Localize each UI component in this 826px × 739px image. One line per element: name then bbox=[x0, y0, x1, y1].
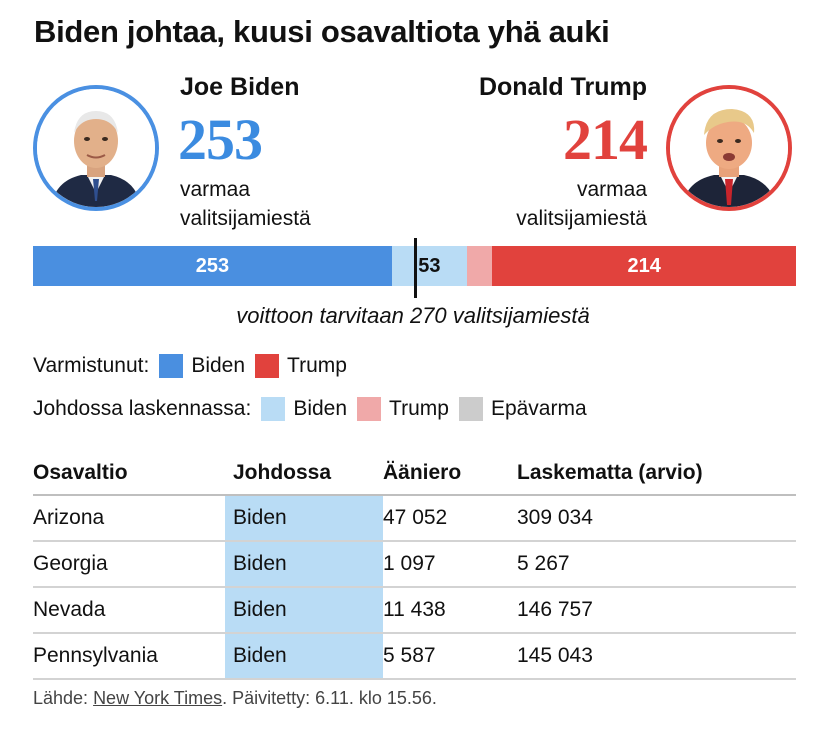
table-row: Nevada Biden 11 438 146 757 bbox=[33, 587, 796, 634]
legend-item-trump-confirmed: Trump bbox=[287, 354, 347, 377]
column-header-uncounted: Laskematta (arvio) bbox=[517, 452, 796, 496]
cell-state: Nevada bbox=[33, 587, 225, 634]
legend-item-uncertain: Epävarma bbox=[490, 397, 587, 420]
trump-name: Donald Trump bbox=[478, 73, 647, 101]
states-table: Osavaltio Johdossa Ääniero Laskematta (a… bbox=[33, 452, 796, 680]
bar-segment-trump-leading bbox=[466, 246, 493, 286]
trump-portrait bbox=[666, 85, 792, 211]
source-link[interactable]: New York Times bbox=[93, 688, 223, 708]
column-header-leading: Johdossa bbox=[225, 452, 383, 496]
cell-state: Pennsylvania bbox=[33, 633, 225, 680]
biden-portrait bbox=[33, 85, 159, 211]
bar-segment-label: 53 bbox=[418, 254, 441, 277]
legend-item-trump-leading: Trump bbox=[389, 397, 449, 420]
legend-item-biden-confirmed: Biden bbox=[191, 354, 246, 377]
legend-confirmed: Varmistunut: Biden Trump bbox=[33, 354, 347, 378]
cell-uncounted: 145 043 bbox=[517, 633, 796, 680]
biden-votes-caption-2: valitsijamiestä bbox=[180, 207, 311, 230]
electoral-vote-bar: 253 53 214 bbox=[33, 246, 796, 286]
cell-leading: Biden bbox=[225, 633, 383, 680]
cell-leading: Biden bbox=[225, 495, 383, 542]
legend-leading-label: Johdossa laskennassa: bbox=[33, 397, 252, 420]
biden-votes-caption-1: varmaa bbox=[180, 178, 251, 201]
cell-margin: 5 587 bbox=[383, 633, 517, 680]
source-note: Lähde: New York Times. Päivitetty: 6.11.… bbox=[33, 688, 437, 709]
cell-leading: Biden bbox=[225, 587, 383, 634]
legend-swatch-uncertain bbox=[458, 397, 483, 421]
cell-margin: 11 438 bbox=[383, 587, 517, 634]
trump-electoral-votes: 214 bbox=[563, 107, 648, 172]
legend-item-biden-leading: Biden bbox=[293, 397, 348, 420]
legend-swatch-trump-confirmed bbox=[255, 354, 280, 378]
legend-swatch-biden-leading bbox=[261, 397, 286, 421]
legend-leading: Johdossa laskennassa: Biden Trump Epävar… bbox=[33, 397, 587, 421]
source-prefix: Lähde: bbox=[33, 688, 94, 708]
trump-votes-caption-1: varmaa bbox=[576, 178, 647, 201]
cell-uncounted: 5 267 bbox=[517, 541, 796, 588]
table-header-row: Osavaltio Johdossa Ääniero Laskematta (a… bbox=[33, 452, 796, 496]
table-row: Pennsylvania Biden 5 587 145 043 bbox=[33, 633, 796, 680]
bar-segment-biden-confirmed: 253 bbox=[33, 246, 392, 286]
cell-state: Georgia bbox=[33, 541, 225, 588]
biden-electoral-votes: 253 bbox=[178, 107, 263, 172]
bar-segment-label: 253 bbox=[195, 254, 230, 277]
cell-margin: 47 052 bbox=[383, 495, 517, 542]
cell-uncounted: 309 034 bbox=[517, 495, 796, 542]
legend-confirmed-label: Varmistunut: bbox=[33, 354, 150, 377]
legend-swatch-trump-leading bbox=[357, 397, 382, 421]
bar-segment-biden-leading: 53 bbox=[391, 246, 467, 286]
cell-uncounted: 146 757 bbox=[517, 587, 796, 634]
biden-name: Joe Biden bbox=[180, 73, 300, 101]
cell-margin: 1 097 bbox=[383, 541, 517, 588]
cell-state: Arizona bbox=[33, 495, 225, 542]
column-header-margin: Ääniero bbox=[383, 452, 517, 496]
threshold-label: voittoon tarvitaan 270 valitsijamiestä bbox=[236, 303, 590, 328]
column-header-state: Osavaltio bbox=[33, 452, 225, 496]
source-suffix: . Päivitetty: 6.11. klo 15.56. bbox=[222, 688, 437, 708]
table-row: Arizona Biden 47 052 309 034 bbox=[33, 495, 796, 542]
chart-title: Biden johtaa, kuusi osavaltiota yhä auki bbox=[34, 14, 610, 49]
trump-votes-caption-2: valitsijamiestä bbox=[516, 207, 647, 230]
threshold-marker bbox=[414, 238, 418, 298]
bar-segment-trump-confirmed: 214 bbox=[492, 246, 796, 286]
bar-segment-label: 214 bbox=[627, 254, 661, 277]
legend-swatch-biden-confirmed bbox=[159, 354, 184, 378]
table-row: Georgia Biden 1 097 5 267 bbox=[33, 541, 796, 588]
cell-leading: Biden bbox=[225, 541, 383, 588]
